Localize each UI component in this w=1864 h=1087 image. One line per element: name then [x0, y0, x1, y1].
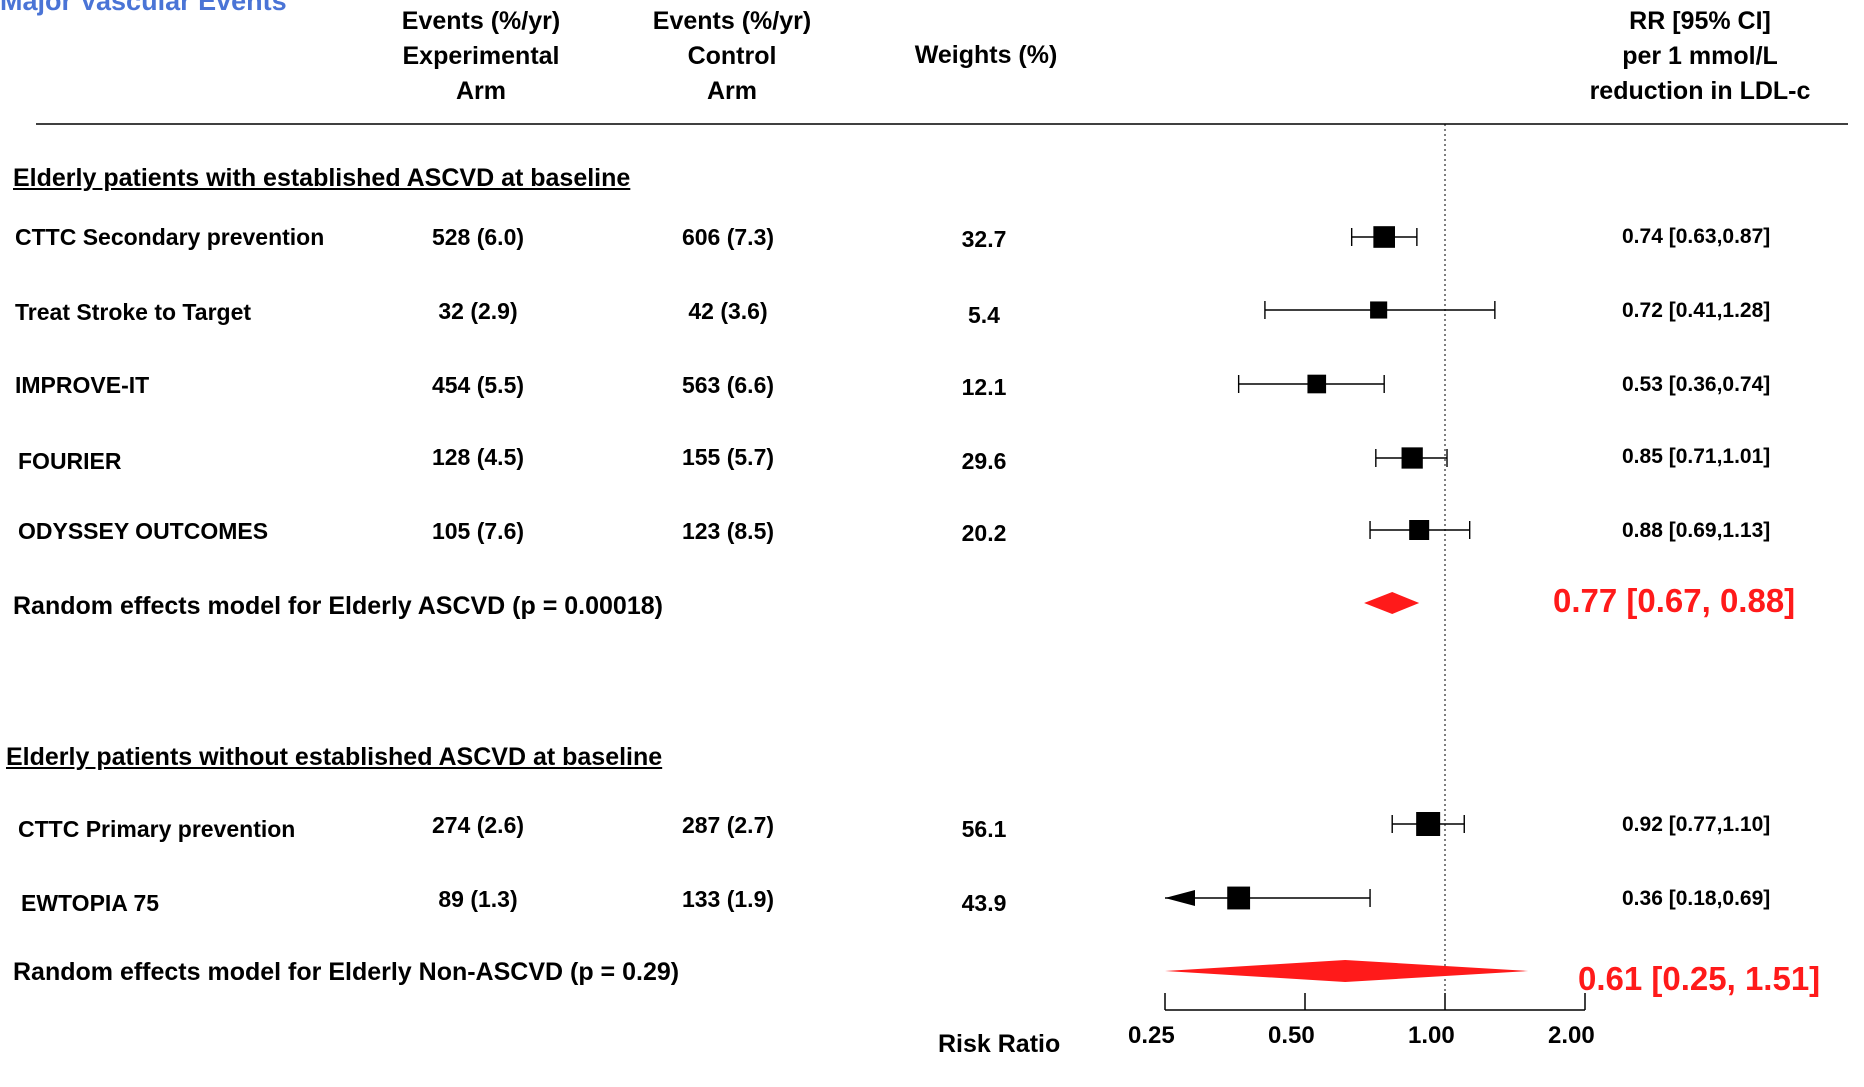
study-ci: 0.74 [0.63,0.87]: [1622, 225, 1771, 248]
study-control: 606 (7.3): [681, 224, 775, 250]
study-name: FOURIER: [18, 448, 122, 474]
study-weight: 43.9: [961, 890, 1007, 916]
study-experimental: 274 (2.6): [431, 812, 525, 838]
pooled-ci-ascvd: 0.77 [0.67, 0.88]: [1553, 582, 1796, 619]
header-rr-line3: reduction in LDL-c: [1589, 77, 1811, 105]
header-experimental-line1: Events (%/yr): [401, 7, 561, 35]
point-estimate: [1227, 886, 1251, 910]
study-experimental: 32 (2.9): [438, 298, 518, 324]
header-experimental-line3: Arm: [455, 77, 506, 105]
study-name: Treat Stroke to Target: [15, 299, 252, 325]
pooled-diamond: [1364, 592, 1420, 614]
study-control: 155 (5.7): [681, 444, 775, 470]
study-ci: 0.53 [0.36,0.74]: [1622, 373, 1771, 396]
study-experimental: 528 (6.0): [431, 224, 525, 250]
study-experimental: 89 (1.3): [438, 886, 518, 912]
pooled-ci-non-ascvd: 0.61 [0.25, 1.51]: [1578, 960, 1821, 997]
study-control: 123 (8.5): [681, 518, 775, 544]
x-tick-label: 1.00: [1408, 1022, 1455, 1049]
x-tick-label: 0.50: [1268, 1022, 1315, 1049]
study-control: 42 (3.6): [688, 298, 768, 324]
study-name: CTTC Primary prevention: [18, 816, 296, 842]
point-estimate: [1401, 447, 1423, 469]
point-estimate: [1373, 226, 1396, 248]
point-estimate: [1307, 374, 1327, 394]
study-weight: 12.1: [961, 374, 1007, 400]
point-estimate: [1409, 519, 1430, 541]
header-experimental: Events (%/yr) Experimental Arm: [366, 4, 596, 109]
study-name: CTTC Secondary prevention: [15, 224, 325, 250]
study-ci: 0.92 [0.77,1.10]: [1622, 813, 1771, 836]
x-tick-label: 2.00: [1548, 1022, 1595, 1049]
pooled-diamond: [1165, 960, 1529, 982]
header-weights: Weights (%): [914, 41, 1058, 69]
header-control-line1: Events (%/yr): [652, 7, 812, 35]
study-weight: 20.2: [961, 520, 1007, 546]
header-rr-line2: per 1 mmol/L: [1622, 42, 1778, 70]
chart-title: Major Vascular Events: [0, 0, 287, 16]
study-weight: 56.1: [961, 816, 1007, 842]
pooled-label-ascvd: Random effects model for Elderly ASCVD (…: [13, 592, 663, 620]
study-ci: 0.88 [0.69,1.13]: [1622, 519, 1771, 542]
header-rr-line1: RR [95% CI]: [1629, 7, 1771, 35]
study-name: ODYSSEY OUTCOMES: [18, 518, 269, 544]
study-ci: 0.85 [0.71,1.01]: [1622, 445, 1771, 468]
study-weight: 29.6: [961, 448, 1007, 474]
study-name: EWTOPIA 75: [21, 890, 160, 916]
study-experimental: 105 (7.6): [431, 518, 525, 544]
point-estimate: [1416, 812, 1441, 836]
study-ci: 0.36 [0.18,0.69]: [1622, 887, 1771, 910]
study-experimental: 454 (5.5): [431, 372, 525, 398]
section-label-non-ascvd: Elderly patients without established ASC…: [6, 743, 663, 771]
header-control: Events (%/yr) Control Arm: [617, 4, 847, 109]
header-control-line2: Control: [687, 42, 777, 70]
study-weight: 5.4: [968, 302, 1000, 328]
point-estimate: [1370, 301, 1388, 319]
study-experimental: 128 (4.5): [431, 444, 525, 470]
x-tick-label: 0.25: [1128, 1022, 1175, 1049]
section-label-ascvd: Elderly patients with established ASCVD …: [13, 164, 631, 192]
study-weight: 32.7: [961, 226, 1007, 252]
study-control: 133 (1.9): [681, 886, 775, 912]
header-control-line3: Arm: [706, 77, 757, 105]
pooled-label-non-ascvd: Random effects model for Elderly Non-ASC…: [13, 958, 680, 986]
header-rr: RR [95% CI] per 1 mmol/L reduction in LD…: [1540, 4, 1860, 109]
study-control: 563 (6.6): [681, 372, 775, 398]
study-ci: 0.72 [0.41,1.28]: [1622, 299, 1771, 322]
ci-arrow-low: [1165, 890, 1195, 906]
study-name: IMPROVE-IT: [15, 372, 150, 398]
x-axis-label: Risk Ratio: [938, 1030, 1061, 1058]
header-experimental-line2: Experimental: [402, 42, 560, 70]
study-control: 287 (2.7): [681, 812, 775, 838]
